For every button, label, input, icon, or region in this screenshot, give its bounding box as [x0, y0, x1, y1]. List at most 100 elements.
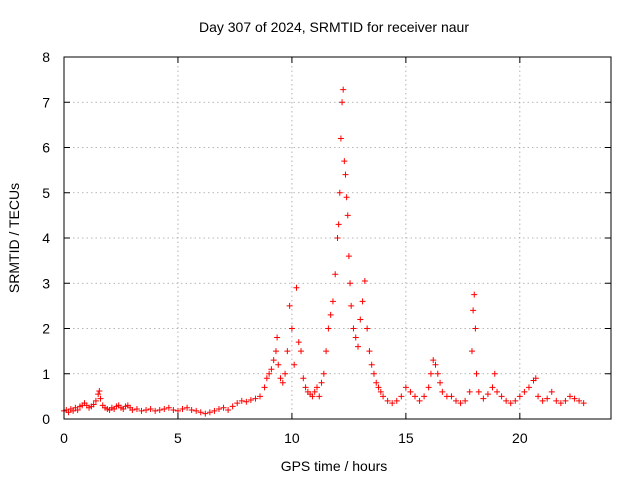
data-point	[138, 407, 145, 414]
data-point	[279, 379, 286, 386]
data-point	[361, 277, 368, 284]
data-point	[257, 393, 264, 400]
data-point	[206, 409, 213, 416]
data-point	[129, 406, 136, 413]
y-tick-label: 3	[42, 275, 50, 291]
data-point	[355, 343, 362, 350]
y-tick-label: 2	[42, 321, 50, 337]
data-point	[337, 135, 344, 142]
data-point	[335, 221, 342, 228]
y-tick-label: 8	[42, 49, 50, 65]
data-point	[384, 397, 391, 404]
data-point	[471, 291, 478, 298]
data-point	[489, 384, 496, 391]
data-point	[503, 397, 510, 404]
data-point	[92, 397, 99, 404]
data-point	[389, 400, 396, 407]
data-point	[457, 400, 464, 407]
data-point	[179, 406, 186, 413]
data-point	[293, 284, 300, 291]
data-point	[473, 370, 480, 377]
data-point	[566, 393, 573, 400]
data-point	[475, 388, 482, 395]
data-point	[416, 397, 423, 404]
data-point	[350, 325, 357, 332]
data-point	[329, 298, 336, 305]
data-point	[348, 302, 355, 309]
data-point	[432, 361, 439, 368]
data-point	[161, 406, 168, 413]
data-point	[70, 407, 77, 414]
data-point	[275, 361, 282, 368]
data-point	[327, 311, 334, 318]
data-point	[340, 86, 347, 93]
data-point	[288, 325, 295, 332]
data-point	[571, 395, 578, 402]
data-point	[368, 361, 375, 368]
data-point	[174, 407, 181, 414]
data-point	[184, 404, 191, 411]
data-point	[309, 393, 316, 400]
data-point	[284, 348, 291, 355]
data-point	[498, 393, 505, 400]
data-point	[516, 393, 523, 400]
data-point	[437, 379, 444, 386]
data-point	[453, 397, 460, 404]
data-point	[336, 189, 343, 196]
data-point	[532, 375, 539, 382]
data-point	[332, 271, 339, 278]
data-point	[325, 325, 332, 332]
data-point	[539, 397, 546, 404]
data-point	[152, 407, 159, 414]
data-point	[170, 406, 177, 413]
data-point	[282, 370, 289, 377]
y-tick-label: 0	[42, 411, 50, 427]
chart-title: Day 307 of 2024, SRMTID for receiver nau…	[199, 19, 469, 35]
y-tick-label: 7	[42, 94, 50, 110]
x-tick-label: 0	[60, 430, 68, 446]
data-point	[74, 406, 81, 413]
data-point	[197, 409, 204, 416]
data-point	[484, 391, 491, 398]
data-point	[341, 158, 348, 165]
data-point	[229, 403, 236, 410]
data-point	[470, 307, 477, 314]
data-point	[323, 348, 330, 355]
data-point	[576, 397, 583, 404]
data-point	[472, 325, 479, 332]
data-point	[211, 407, 218, 414]
data-point	[421, 393, 428, 400]
data-point	[97, 395, 104, 402]
data-point	[521, 388, 528, 395]
data-points	[61, 86, 587, 417]
data-point	[302, 384, 309, 391]
data-point	[439, 388, 446, 395]
data-point	[156, 406, 163, 413]
data-point	[188, 406, 195, 413]
y-axis-label: SRMTID / TECUs	[6, 183, 22, 293]
data-point	[298, 348, 305, 355]
data-point	[580, 400, 587, 407]
data-point	[466, 388, 473, 395]
data-point	[535, 393, 542, 400]
data-point	[147, 406, 154, 413]
data-point	[562, 397, 569, 404]
data-point	[334, 235, 341, 241]
data-point	[364, 325, 371, 332]
data-point	[263, 375, 270, 382]
data-point	[320, 370, 327, 377]
data-point	[243, 398, 250, 405]
data-point	[143, 406, 150, 413]
y-tick-label: 1	[42, 366, 50, 382]
data-point	[65, 409, 72, 416]
data-point	[274, 334, 281, 341]
data-point	[343, 194, 350, 201]
data-point	[411, 393, 418, 400]
y-tick-label: 6	[42, 140, 50, 156]
x-tick-label: 10	[284, 430, 300, 446]
data-point	[491, 370, 498, 377]
data-point	[342, 171, 349, 178]
data-point	[480, 395, 487, 402]
data-point	[268, 366, 275, 373]
